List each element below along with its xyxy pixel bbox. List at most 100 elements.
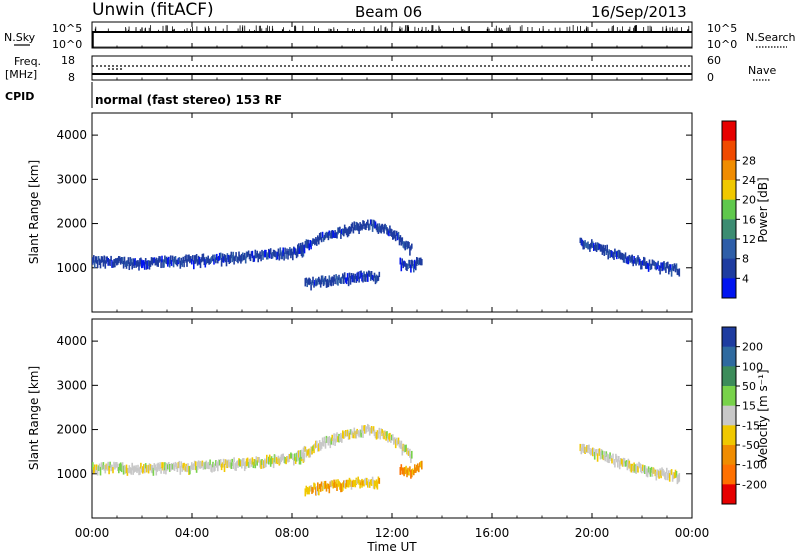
echo-cell [102, 462, 105, 470]
echo-cell [332, 438, 334, 446]
echo-cell [163, 467, 165, 474]
echo-cell [197, 460, 200, 468]
echo-cell [305, 449, 308, 458]
echo-cell [110, 464, 112, 472]
echo-cell [357, 271, 359, 280]
echo-cell [417, 257, 419, 265]
echo-cell [390, 437, 392, 443]
echo-cell [353, 275, 356, 283]
echo-cell [299, 242, 302, 251]
echo-cell [336, 432, 338, 442]
echo-cell [393, 230, 396, 238]
echo-cell [307, 449, 310, 455]
echo-cell [657, 469, 659, 478]
echo-cell [364, 425, 366, 434]
echo-cell [585, 242, 587, 248]
echo-cell [420, 257, 422, 266]
echo-cell [372, 426, 375, 432]
echo-cell [354, 480, 357, 488]
echo-cell [234, 463, 236, 471]
echo-cell [182, 463, 184, 469]
echo-cell [401, 467, 403, 475]
echo-cell [122, 260, 125, 269]
echo-cell [271, 252, 274, 259]
echo-cell [309, 240, 311, 248]
echo-cell [114, 258, 116, 268]
echo-cell [602, 454, 605, 461]
echo-cell [147, 464, 150, 474]
echo-cell [600, 244, 603, 252]
echo-cell [409, 247, 411, 256]
echo-cell [356, 478, 358, 485]
echo-cell [274, 455, 277, 464]
y-tick-label-1-0: 1000 [56, 467, 87, 481]
echo-cell [349, 275, 352, 285]
echo-cell [329, 481, 332, 488]
echo-cell [315, 278, 317, 287]
echo-cell [287, 455, 289, 463]
echo-cell [636, 257, 638, 264]
echo-cell [119, 462, 122, 471]
echo-cell [107, 461, 109, 471]
echo-cell [359, 222, 361, 231]
cpid-text: normal (fast stereo) 153 RF [95, 93, 282, 107]
echo-cell [280, 454, 283, 463]
echo-cell [652, 260, 655, 266]
echo-cell [404, 242, 406, 251]
echo-cell [672, 472, 675, 480]
echo-cell [415, 261, 417, 271]
echo-cell [617, 250, 619, 258]
echo-cell [339, 435, 341, 442]
echo-cell [187, 463, 189, 472]
echo-cell [607, 251, 609, 260]
echo-cell [359, 429, 361, 436]
echo-cell [214, 254, 216, 263]
echo-cell [391, 229, 393, 237]
echo-cell [660, 470, 662, 479]
echo-cell [220, 257, 223, 267]
echo-cell [92, 462, 94, 470]
echo-cell [328, 485, 331, 494]
echo-cell [322, 482, 325, 490]
echo-cell [376, 430, 379, 439]
echo-cell [387, 436, 389, 443]
echo-cell [372, 479, 375, 489]
echo-cell [610, 250, 612, 257]
echo-cell [267, 457, 269, 464]
echo-cell [666, 467, 668, 474]
echo-cell [281, 453, 283, 461]
echo-cell [599, 244, 602, 252]
echo-cell [203, 463, 206, 469]
echo-cell [126, 260, 129, 267]
echo-cell [216, 460, 218, 468]
echo-cell [648, 259, 651, 266]
echo-cell [131, 262, 133, 270]
echo-cell [243, 252, 246, 260]
echo-cell [222, 458, 225, 467]
echo-cell [386, 227, 388, 235]
echo-cell [409, 466, 411, 472]
echo-cell [374, 431, 377, 439]
echo-cell [358, 276, 360, 283]
echo-cell [345, 479, 348, 488]
nave-label: Nave [748, 64, 776, 77]
echo-cell [652, 467, 655, 474]
echo-cell [318, 487, 320, 496]
echo-cell [674, 264, 677, 273]
echo-cell [288, 248, 290, 256]
echo-cell [355, 221, 358, 231]
echo-cell [668, 266, 670, 275]
echo-cell [579, 237, 582, 244]
echo-cell [343, 480, 346, 489]
echo-cell [410, 454, 412, 464]
echo-cell [179, 260, 182, 269]
echo-cell [360, 429, 362, 438]
velocity-echoes [92, 423, 681, 497]
echo-cell [166, 462, 168, 472]
echo-cell [118, 467, 120, 474]
echo-cell [405, 444, 407, 452]
echo-cell [372, 275, 375, 282]
echo-cell [627, 256, 630, 265]
echo-cell [417, 463, 419, 471]
echo-cell [186, 465, 188, 473]
